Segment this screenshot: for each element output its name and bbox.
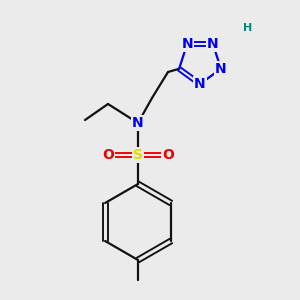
Text: N: N xyxy=(194,77,206,91)
Text: H: H xyxy=(243,23,253,33)
Text: N: N xyxy=(181,37,193,51)
Text: S: S xyxy=(133,148,143,162)
Text: O: O xyxy=(162,148,174,162)
Text: O: O xyxy=(102,148,114,162)
Text: N: N xyxy=(207,37,219,51)
Text: N: N xyxy=(215,62,227,76)
Text: N: N xyxy=(132,116,144,130)
